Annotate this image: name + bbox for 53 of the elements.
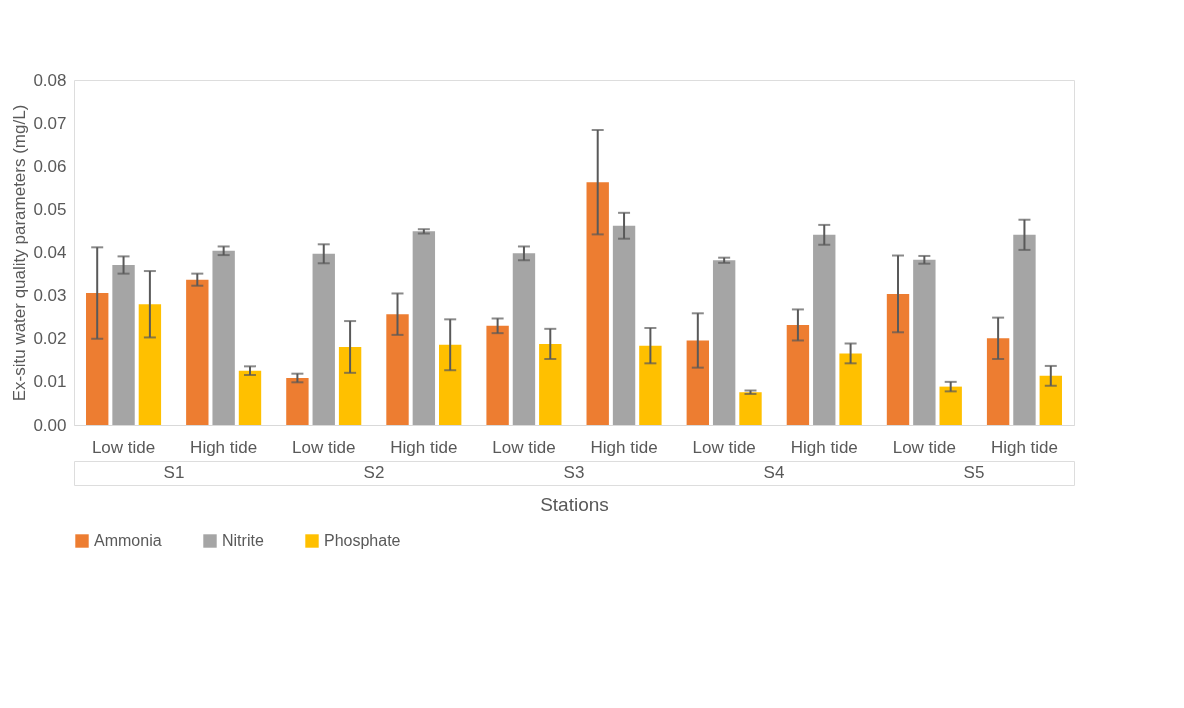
- bar: [739, 392, 762, 425]
- bar: [439, 344, 462, 425]
- x-tick-label: Low tide: [892, 437, 957, 457]
- bar: [112, 265, 135, 425]
- y-tick-label: 0.02: [33, 329, 67, 349]
- y-tick-label: 0.00: [33, 415, 67, 435]
- x-tick-label: High tide: [390, 437, 458, 457]
- bar: [586, 182, 609, 425]
- y-tick-label: 0.04: [33, 243, 67, 262]
- x-tick-label: Low tide: [692, 437, 756, 457]
- bar: [786, 324, 810, 425]
- legend-label: Nitrite: [222, 532, 264, 549]
- text: S2: [363, 463, 385, 482]
- bar: [338, 346, 362, 425]
- bar: [686, 340, 709, 425]
- bar: [138, 304, 162, 425]
- x-axis-title: Stations: [540, 493, 609, 515]
- legend-label: Ammonia: [94, 532, 162, 549]
- x-tick-label: Low tide: [292, 437, 356, 457]
- text: S1: [163, 463, 185, 482]
- text: S5: [963, 463, 985, 482]
- bar: [813, 234, 836, 425]
- x-tick-label: Low tide: [91, 437, 156, 457]
- y-tick-label: 0.06: [33, 156, 67, 176]
- bar: [639, 345, 662, 425]
- y-tick-label: 0.07: [33, 113, 67, 133]
- bar: [839, 353, 862, 425]
- bar: [939, 386, 962, 425]
- bar: [1013, 234, 1036, 425]
- bar: [612, 225, 636, 425]
- bar: [486, 325, 509, 425]
- bar: [539, 343, 562, 425]
- x-tick-label: High tide: [990, 437, 1059, 457]
- x-tick-label: High tide: [190, 437, 258, 457]
- y-tick-label: 0.08: [33, 70, 67, 90]
- y-tick-label: 0.03: [33, 286, 67, 306]
- bar: [986, 338, 1010, 425]
- bar: [86, 293, 109, 425]
- legend-label: Phosphate: [324, 532, 401, 549]
- bar: [886, 293, 910, 425]
- bar: [386, 314, 409, 425]
- text: S3: [563, 463, 585, 482]
- x-tick-label: High tide: [590, 437, 658, 457]
- text: S4: [763, 463, 785, 482]
- y-tick-label: 0.01: [33, 372, 67, 392]
- bar: [312, 253, 335, 425]
- bar: [512, 253, 536, 425]
- y-axis-title: Ex-situ water quality parameters (mg/L): [10, 104, 30, 402]
- bar: [186, 279, 209, 425]
- bar: [1039, 375, 1062, 425]
- y-tick-label: 0.05: [33, 199, 67, 219]
- x-tick-label: Low tide: [492, 437, 556, 457]
- x-tick-label: High tide: [790, 437, 858, 457]
